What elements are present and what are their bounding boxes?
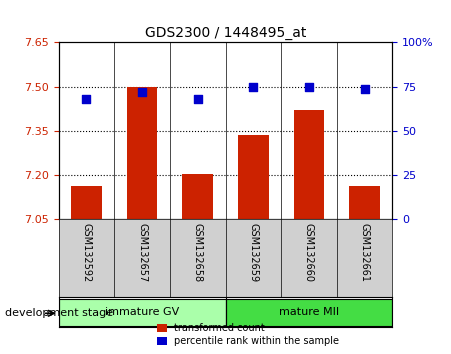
Text: immature GV: immature GV (105, 307, 179, 318)
FancyBboxPatch shape (226, 299, 392, 326)
Point (194, 96, 201, 102)
Text: GSM132657: GSM132657 (137, 223, 147, 282)
Point (138, 89, 146, 95)
Point (361, 86, 368, 91)
Point (250, 84, 257, 90)
Point (305, 84, 313, 90)
Text: GSM132661: GSM132661 (359, 223, 369, 282)
Point (83, 96, 90, 102)
Bar (127, 87, 157, 219)
Bar (71, 185, 102, 219)
Bar (294, 110, 324, 219)
Text: GSM132592: GSM132592 (82, 223, 92, 282)
Bar (349, 185, 380, 219)
Bar (182, 174, 213, 219)
Text: GSM132658: GSM132658 (193, 223, 202, 282)
Legend: transformed count, percentile rank within the sample: transformed count, percentile rank withi… (154, 320, 342, 349)
Bar (238, 136, 269, 219)
Text: mature MII: mature MII (279, 307, 339, 318)
Text: GSM132659: GSM132659 (249, 223, 258, 282)
Title: GDS2300 / 1448495_at: GDS2300 / 1448495_at (145, 26, 306, 40)
Text: development stage: development stage (5, 308, 113, 318)
Text: GSM132660: GSM132660 (304, 223, 314, 282)
FancyBboxPatch shape (59, 299, 226, 326)
